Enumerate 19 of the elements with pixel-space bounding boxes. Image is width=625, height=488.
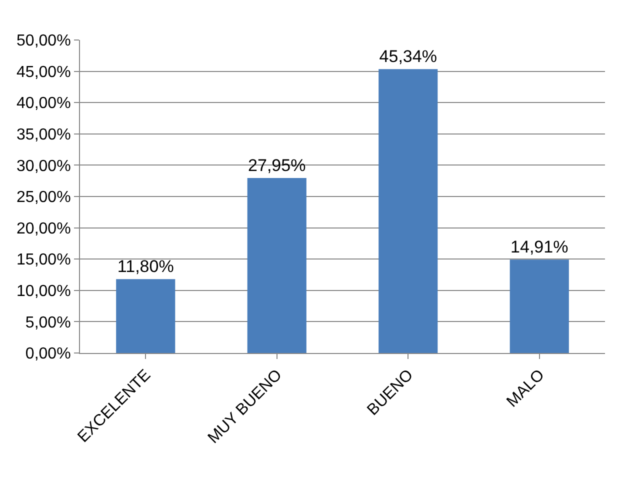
y-tick-label: 20,00% — [16, 220, 71, 238]
y-tick-label: 45,00% — [16, 64, 71, 81]
y-tick-label: 15,00% — [16, 252, 71, 269]
y-tick-label: 35,00% — [16, 126, 71, 144]
y-tick-label: 30,00% — [16, 158, 71, 175]
y-tick-label: 5,00% — [25, 314, 71, 332]
y-tick-label: 10,00% — [16, 283, 71, 300]
bar — [116, 279, 176, 353]
data-label: 11,80% — [117, 257, 174, 276]
bar — [378, 69, 438, 353]
data-label: 45,34% — [379, 47, 437, 66]
y-tick-label: 25,00% — [16, 189, 71, 206]
y-tick-label: 50,00% — [16, 32, 71, 50]
bar — [510, 260, 569, 353]
data-label: 27,95% — [248, 156, 306, 176]
y-tick-label: 0,00% — [25, 346, 71, 363]
bar — [247, 178, 306, 353]
data-label: 14,91% — [510, 238, 568, 257]
y-tick-label: 40,00% — [16, 95, 71, 112]
